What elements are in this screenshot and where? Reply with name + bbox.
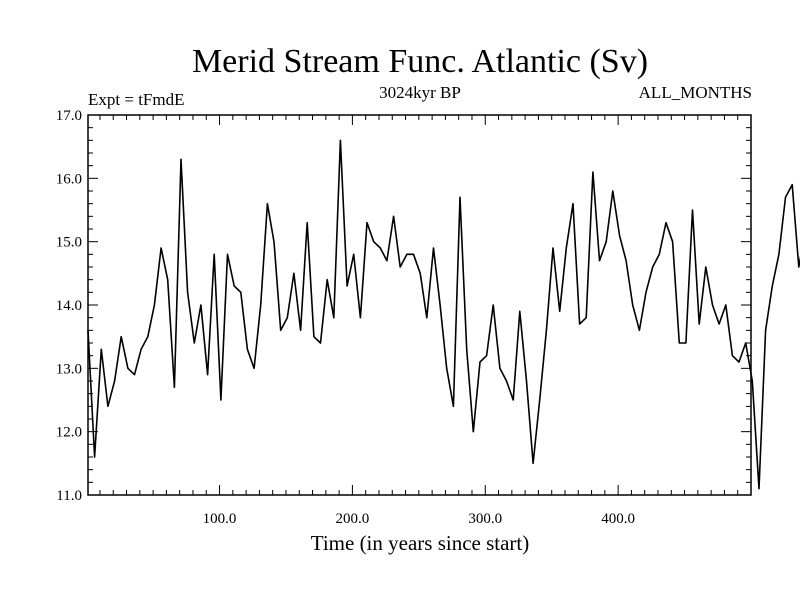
period-label: 3024kyr BP <box>379 83 461 102</box>
y-tick-label: 15.0 <box>56 235 82 251</box>
chart-title: Merid Stream Func. Atlantic (Sv) <box>192 43 648 80</box>
tick-labels: 100.0 200.0 300.0 400.0 11.0 12.0 13.0 14.0 15.0… <box>56 108 635 527</box>
experiment-label: Expt = tFmdE <box>88 90 184 109</box>
x-axis-label: Time (in years since start) <box>311 531 530 555</box>
x-tick-label: 300.0 <box>468 511 502 527</box>
y-tick-label: 14.0 <box>56 298 82 314</box>
x-tick-label: 100.0 <box>203 511 237 527</box>
axis-ticks <box>88 115 751 495</box>
y-tick-label: 13.0 <box>56 361 82 377</box>
y-tick-label: 12.0 <box>56 425 82 441</box>
x-tick-label: 200.0 <box>336 511 370 527</box>
months-label: ALL_MONTHS <box>639 83 752 102</box>
y-tick-label: 17.0 <box>56 108 82 124</box>
y-tick-label: 11.0 <box>56 488 82 504</box>
plot-frame <box>87 114 752 496</box>
x-tick-label: 400.0 <box>601 511 635 527</box>
y-tick-label: 16.0 <box>56 171 82 187</box>
data-series-line <box>87 139 800 490</box>
